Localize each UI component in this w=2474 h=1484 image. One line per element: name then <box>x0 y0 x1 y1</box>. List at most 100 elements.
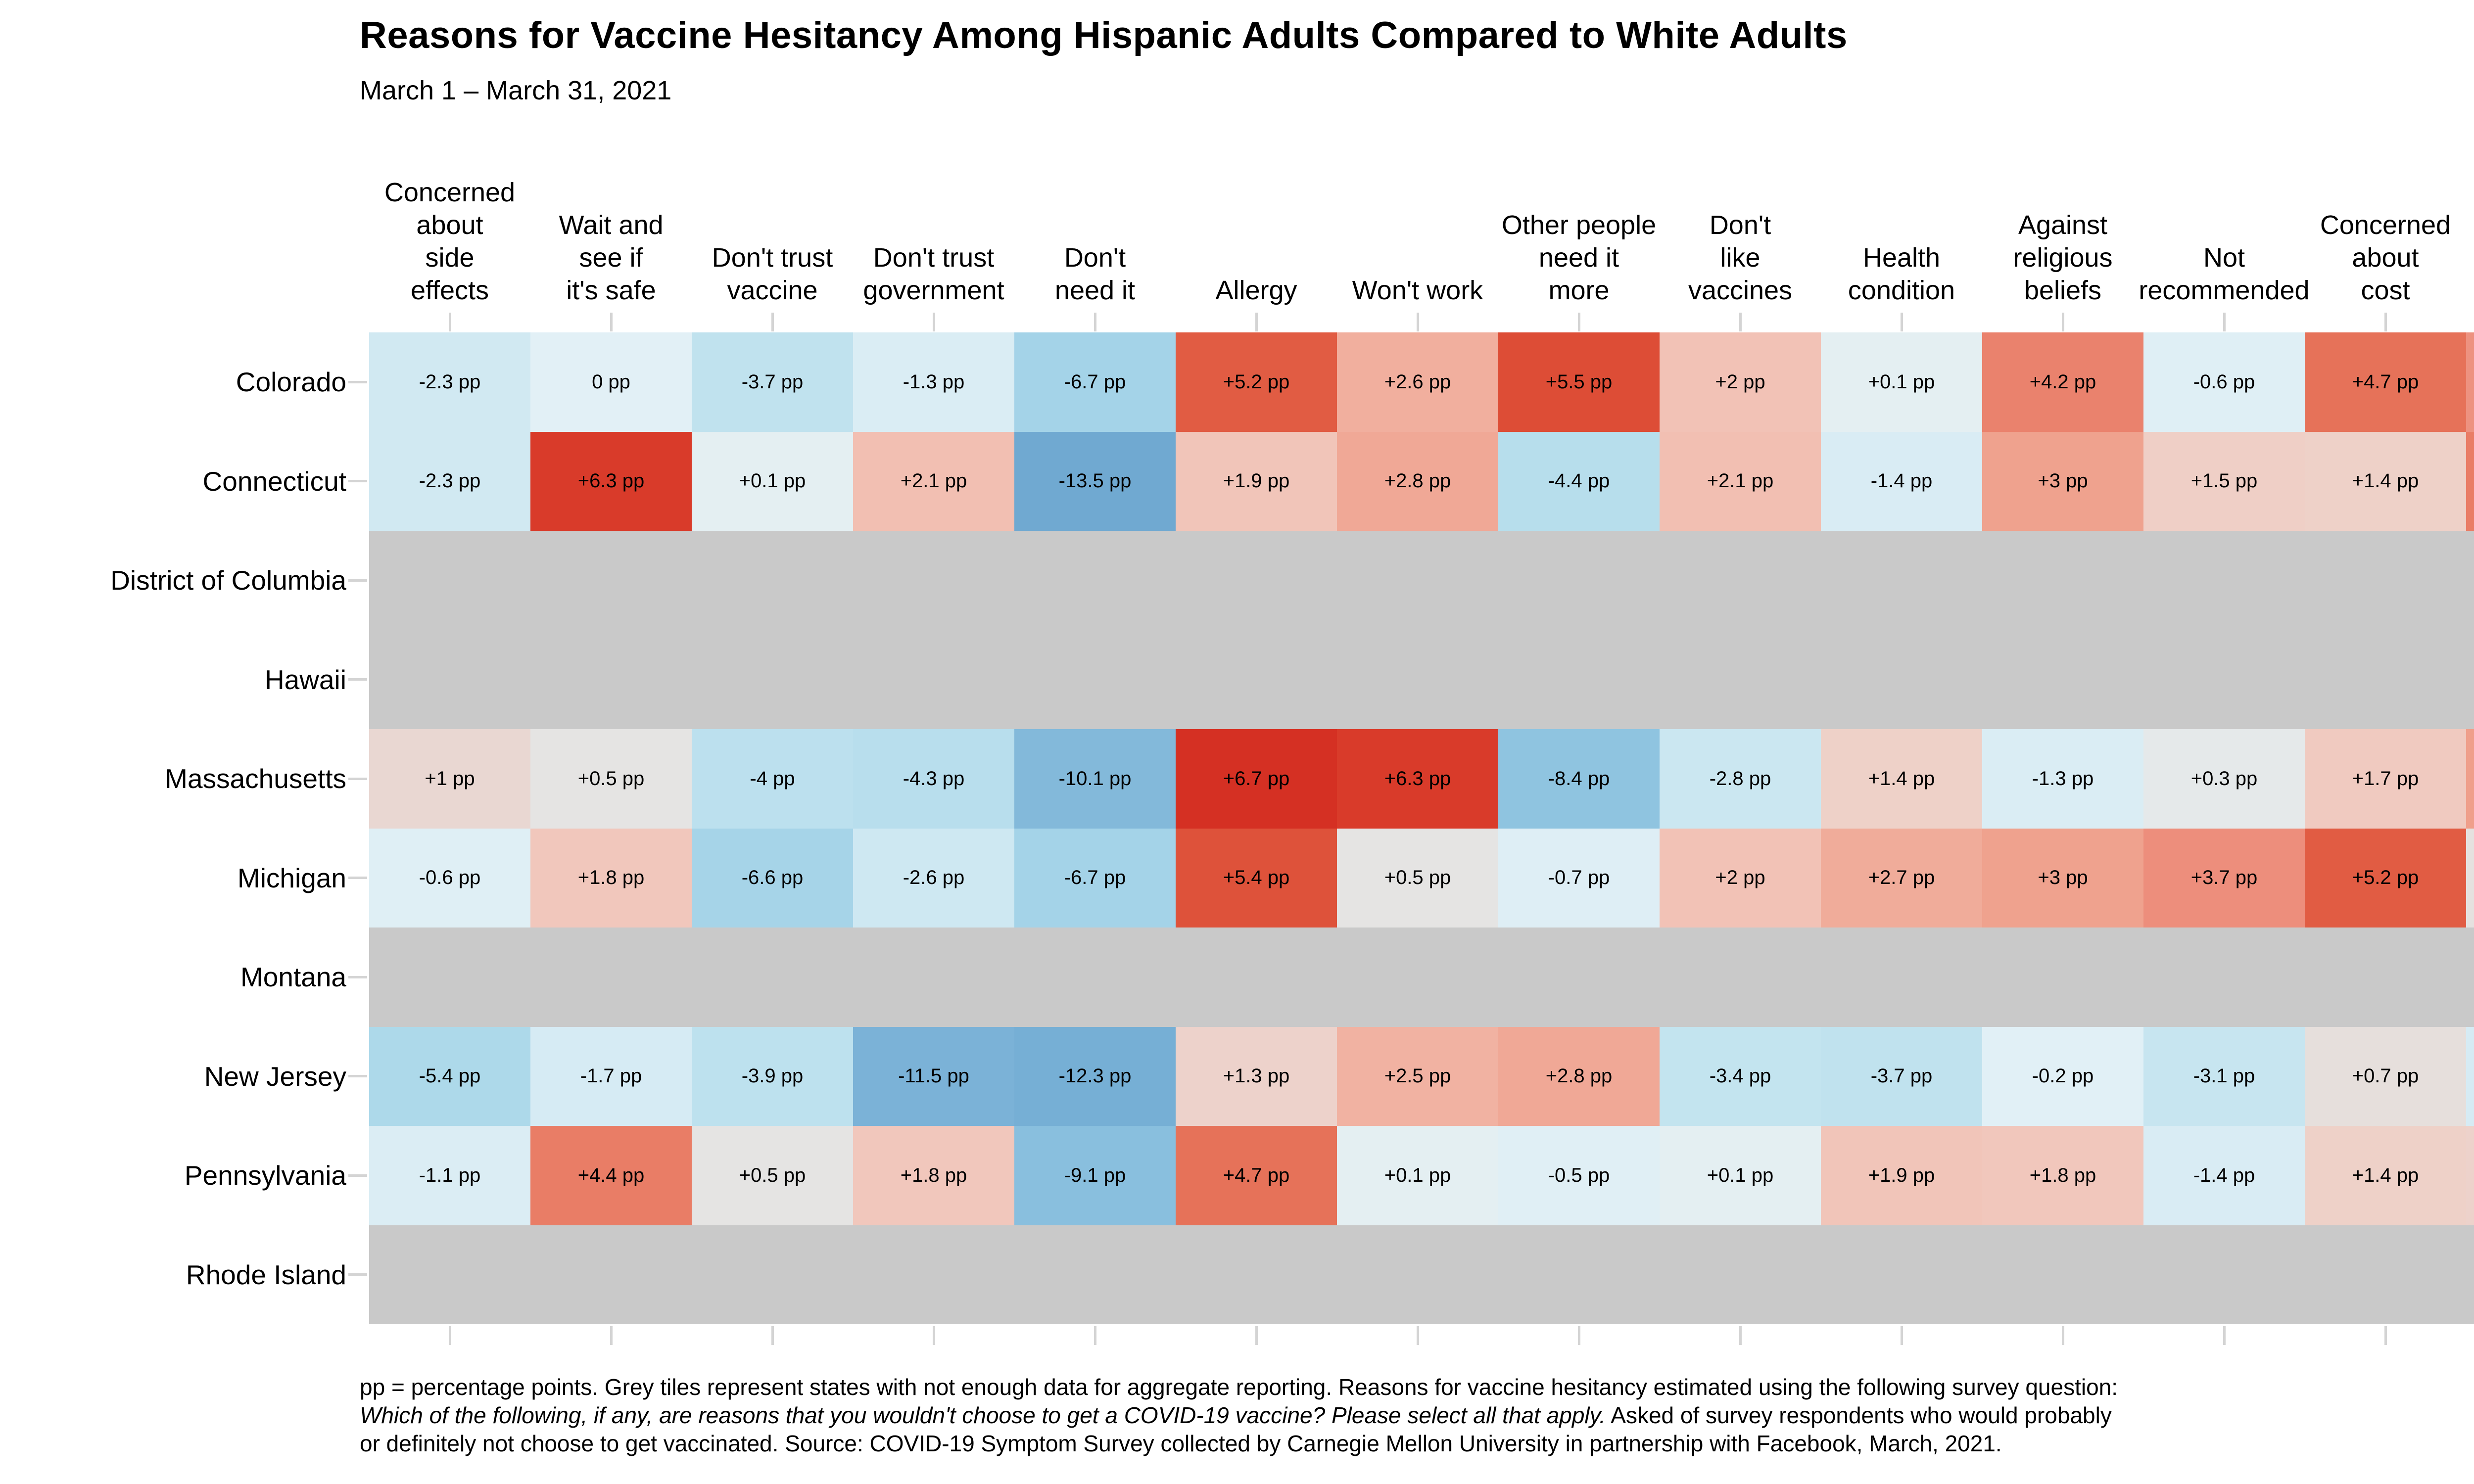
axis-tick <box>1255 313 1258 331</box>
heatmap-cell <box>2143 531 2305 630</box>
column-header: Against religious beliefs <box>2013 210 2113 305</box>
heatmap-cell <box>2466 1225 2474 1324</box>
heatmap-cell <box>1498 1225 1660 1324</box>
heatmap-cell: +4.7 pp <box>2305 332 2466 432</box>
heatmap-cell: +1.8 pp <box>530 828 692 928</box>
heatmap-cell <box>1498 630 1660 729</box>
heatmap-cell: +1.7 pp <box>2305 729 2466 829</box>
axis-tick <box>1416 1326 1419 1345</box>
column-header: Don't trust government <box>863 243 1004 305</box>
column-header: Pregnancy <box>2433 274 2474 307</box>
heatmap-cell: +1.9 pp <box>1821 1126 1982 1225</box>
heatmap-cell: +6.7 pp <box>1176 729 1337 829</box>
axis-tick <box>348 480 367 483</box>
heatmap-cell: +2.5 pp <box>1337 1026 1498 1126</box>
heatmap-cell: +5.5 pp <box>1498 332 1660 432</box>
axis-tick <box>2384 313 2387 331</box>
heatmap-cell: -6.7 pp <box>1014 332 1176 432</box>
axis-tick <box>348 579 367 582</box>
heatmap-cell <box>1337 531 1498 630</box>
heatmap-cell: +1.4 pp <box>1821 729 1982 829</box>
heatmap-cell: -8.4 pp <box>1498 729 1660 829</box>
heatmap-cell <box>369 1225 530 1324</box>
heatmap-cell: +4.2 pp <box>1982 332 2143 432</box>
heatmap-cell: -1.3 pp <box>853 332 1014 432</box>
heatmap-cell <box>2466 531 2474 630</box>
column-header: Wait and see if it's safe <box>559 210 664 305</box>
axis-tick <box>771 1326 774 1345</box>
heatmap-cell <box>1176 1225 1337 1324</box>
heatmap-cell <box>369 630 530 729</box>
heatmap-cell: +5.2 pp <box>2305 828 2466 928</box>
heatmap-cell: +1.8 pp <box>1982 1126 2143 1225</box>
heatmap-cell <box>692 1225 853 1324</box>
heatmap-cell: +6.3 pp <box>1337 729 1498 829</box>
column-header: Other people need it more <box>1501 210 1657 305</box>
heatmap-cell: +1.4 pp <box>2305 431 2466 531</box>
heatmap-cell: +2.7 pp <box>1821 828 1982 928</box>
heatmap-cell <box>2305 1225 2466 1324</box>
axis-tick <box>348 877 367 880</box>
heatmap-cell: -0.6 pp <box>2143 332 2305 432</box>
heatmap-cell <box>1821 928 1982 1027</box>
column-header: Concerned about side effects <box>384 178 516 305</box>
heatmap-cell <box>530 531 692 630</box>
footnote-line-2-rest: Asked of survey respondents who would pr… <box>1606 1402 2112 1428</box>
heatmap-cell: +6.3 pp <box>530 431 692 531</box>
heatmap-cell: +2.1 pp <box>1660 431 1821 531</box>
heatmap-cell <box>1498 928 1660 1027</box>
heatmap-cell: +3.1 pp <box>2466 729 2474 829</box>
heatmap-cell <box>2143 630 2305 729</box>
axis-tick <box>1577 1326 1580 1345</box>
heatmap-cell: +2.8 pp <box>1498 1026 1660 1126</box>
heatmap-cell: +1.3 pp <box>1176 1026 1337 1126</box>
heatmap-cell: -0.2 pp <box>1982 1026 2143 1126</box>
heatmap-cell: -3.4 pp <box>1660 1026 1821 1126</box>
column-header: Don't trust vaccine <box>712 243 833 305</box>
footnote-survey-question: Which of the following, if any, are reas… <box>360 1402 1606 1428</box>
heatmap-cell <box>1660 928 1821 1027</box>
heatmap-cell: +2 pp <box>1660 332 1821 432</box>
heatmap-cell: -5.4 pp <box>369 1026 530 1126</box>
heatmap-cell: +5.4 pp <box>1176 828 1337 928</box>
heatmap-cell: +4.4 pp <box>530 1126 692 1225</box>
heatmap-cell: -6.7 pp <box>1014 828 1176 928</box>
row-label: Montana <box>240 962 346 993</box>
heatmap-cell <box>1014 531 1176 630</box>
heatmap-cell: +0.5 pp <box>530 729 692 829</box>
heatmap-cell: -4.4 pp <box>1498 431 1660 531</box>
heatmap-cell <box>1176 531 1337 630</box>
heatmap-cell: -0.6 pp <box>369 828 530 928</box>
axis-tick <box>1900 1326 1903 1345</box>
axis-tick <box>1900 313 1903 331</box>
axis-tick <box>2061 1326 2064 1345</box>
heatmap-cell <box>853 1225 1014 1324</box>
heatmap-cell <box>530 1225 692 1324</box>
heatmap-grid: -2.3 pp 0 pp -3.7 pp -1.3 pp -6.7 pp +5.2 pp +… <box>369 332 2474 1324</box>
heatmap-cell <box>1821 630 1982 729</box>
column-header: Don't need it <box>1054 243 1136 305</box>
heatmap-cell <box>2305 531 2466 630</box>
row-label: Colorado <box>236 367 346 398</box>
heatmap-cell <box>692 531 853 630</box>
footnote-line-2: Which of the following, if any, are reas… <box>360 1401 2118 1430</box>
heatmap-cell: +2.1 pp <box>853 431 1014 531</box>
axis-tick <box>1739 313 1742 331</box>
axis-tick <box>2223 1326 2226 1345</box>
row-label: Connecticut <box>202 465 346 497</box>
heatmap-cell <box>692 928 853 1027</box>
axis-tick <box>932 1326 935 1345</box>
column-header: Not recommended <box>2139 243 2310 305</box>
axis-tick <box>348 380 367 383</box>
row-label: Rhode Island <box>186 1259 346 1290</box>
axis-tick <box>1094 313 1096 331</box>
footnote-line-3: or definitely not choose to get vaccinat… <box>360 1431 2002 1456</box>
heatmap-cell <box>853 531 1014 630</box>
heatmap-cell: +3 pp <box>1982 828 2143 928</box>
axis-tick <box>348 975 367 978</box>
axis-tick <box>932 313 935 331</box>
heatmap-cell: +4.4 pp <box>2466 431 2474 531</box>
heatmap-cell <box>2466 928 2474 1027</box>
heatmap-cell: -3.7 pp <box>692 332 853 432</box>
